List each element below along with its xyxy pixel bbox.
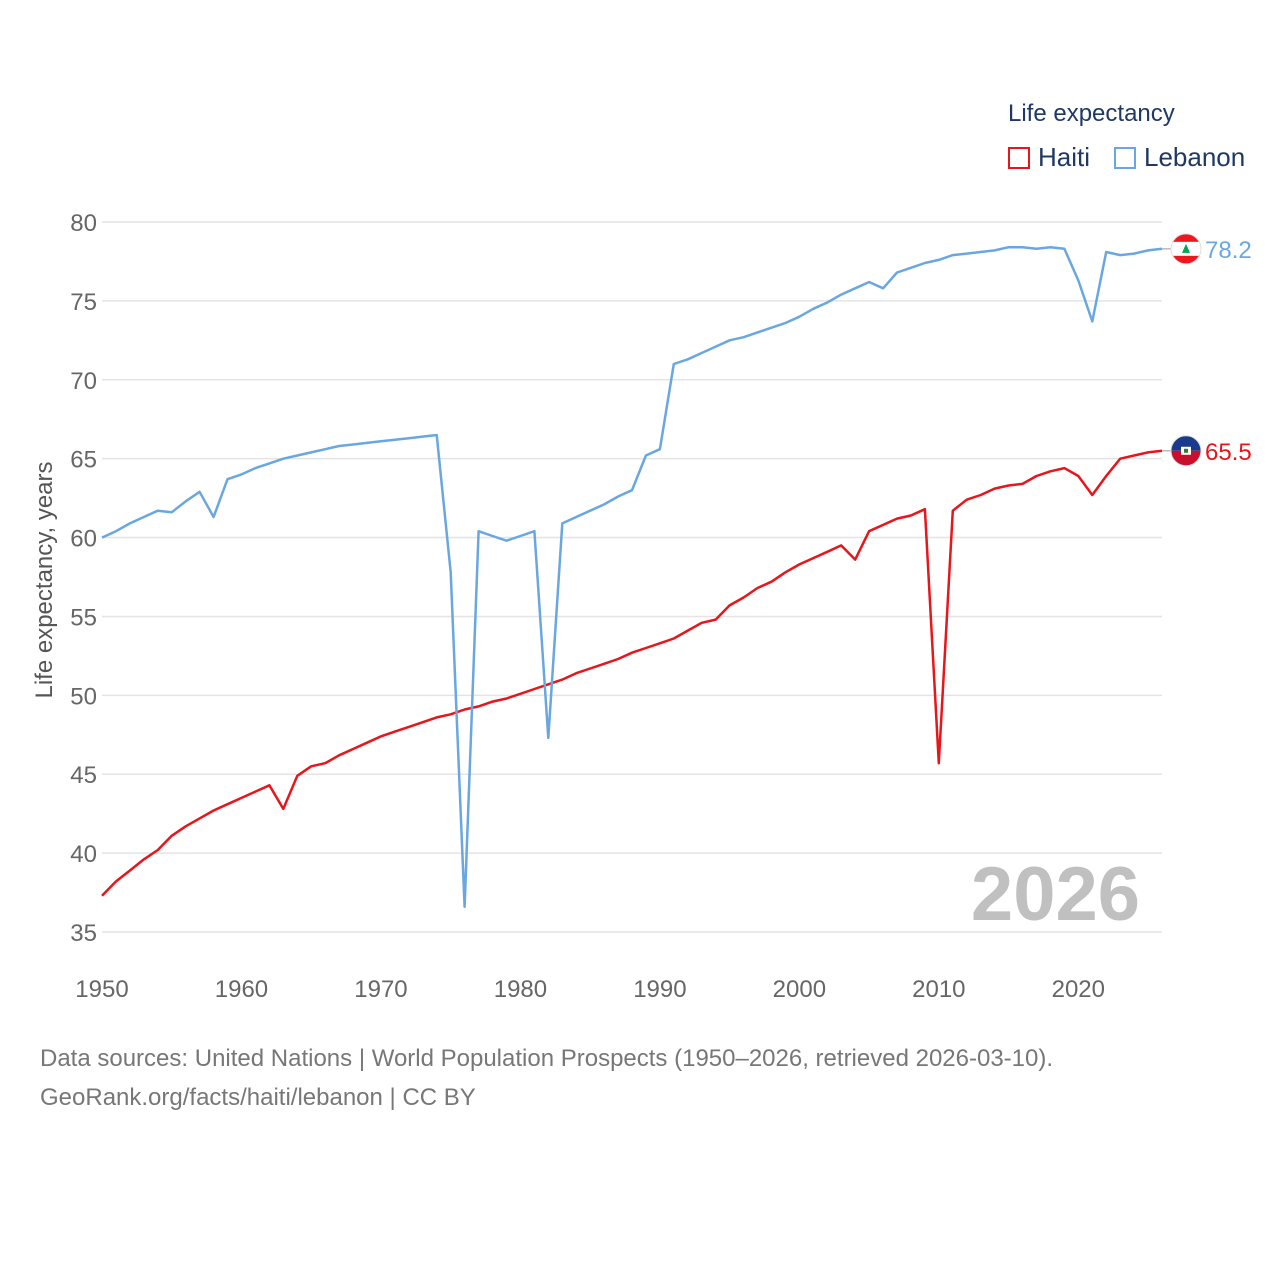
legend-swatch-haiti (1008, 146, 1030, 169)
y-tick-label: 75 (70, 289, 97, 316)
x-axis-ticks: 1950 1960 1970 1980 1990 2000 2010 2020 (75, 976, 1105, 1003)
x-tick-label: 2010 (912, 976, 965, 1003)
grid-lines (102, 221, 1162, 933)
legend-title: Life expectancy (1008, 100, 1175, 127)
series-lines (101, 245, 1163, 909)
y-tick-label: 60 (70, 526, 97, 553)
y-tick-label: 80 (70, 210, 97, 237)
flag-icon-lebanon (1170, 233, 1202, 265)
y-tick-label: 50 (70, 683, 97, 710)
y-tick-label: 55 (70, 604, 97, 631)
y-axis-label: Life expectancy, years (31, 461, 58, 698)
flag-icon-haiti (1170, 435, 1202, 467)
series-end-markers: 65.5 78.2 (1162, 233, 1252, 467)
legend-label-haiti: Haiti (1038, 142, 1091, 172)
y-tick-label: 45 (70, 762, 97, 789)
year-watermark: 2026 (971, 852, 1140, 937)
end-value-label-lebanon: 78.2 (1205, 237, 1252, 264)
x-tick-label: 1970 (354, 976, 407, 1003)
x-tick-label: 2000 (773, 976, 826, 1003)
footer-credit[interactable]: GeoRank.org/facts/haiti/lebanon | CC BY (40, 1084, 476, 1111)
footer-sources: Data sources: United Nations | World Pop… (40, 1045, 1054, 1072)
series-line-haiti (101, 449, 1163, 897)
y-tick-label: 35 (70, 920, 97, 947)
x-tick-label: 1990 (633, 976, 686, 1003)
x-tick-label: 1960 (215, 976, 268, 1003)
y-tick-label: 70 (70, 368, 97, 395)
series-line-lebanon (101, 245, 1163, 909)
x-tick-label: 1980 (494, 976, 547, 1003)
end-value-label-haiti: 65.5 (1205, 439, 1252, 466)
legend-item-haiti[interactable]: Haiti (1008, 142, 1090, 173)
legend-label-lebanon: Lebanon (1144, 142, 1246, 172)
x-tick-label: 2020 (1052, 976, 1105, 1003)
y-axis-ticks: 35 40 45 50 55 60 65 70 75 80 (70, 210, 97, 947)
legend-item-lebanon[interactable]: Lebanon (1114, 142, 1245, 173)
y-tick-label: 65 (70, 447, 97, 474)
y-tick-label: 40 (70, 841, 97, 868)
legend-swatch-lebanon (1114, 146, 1136, 169)
x-tick-label: 1950 (75, 976, 128, 1003)
